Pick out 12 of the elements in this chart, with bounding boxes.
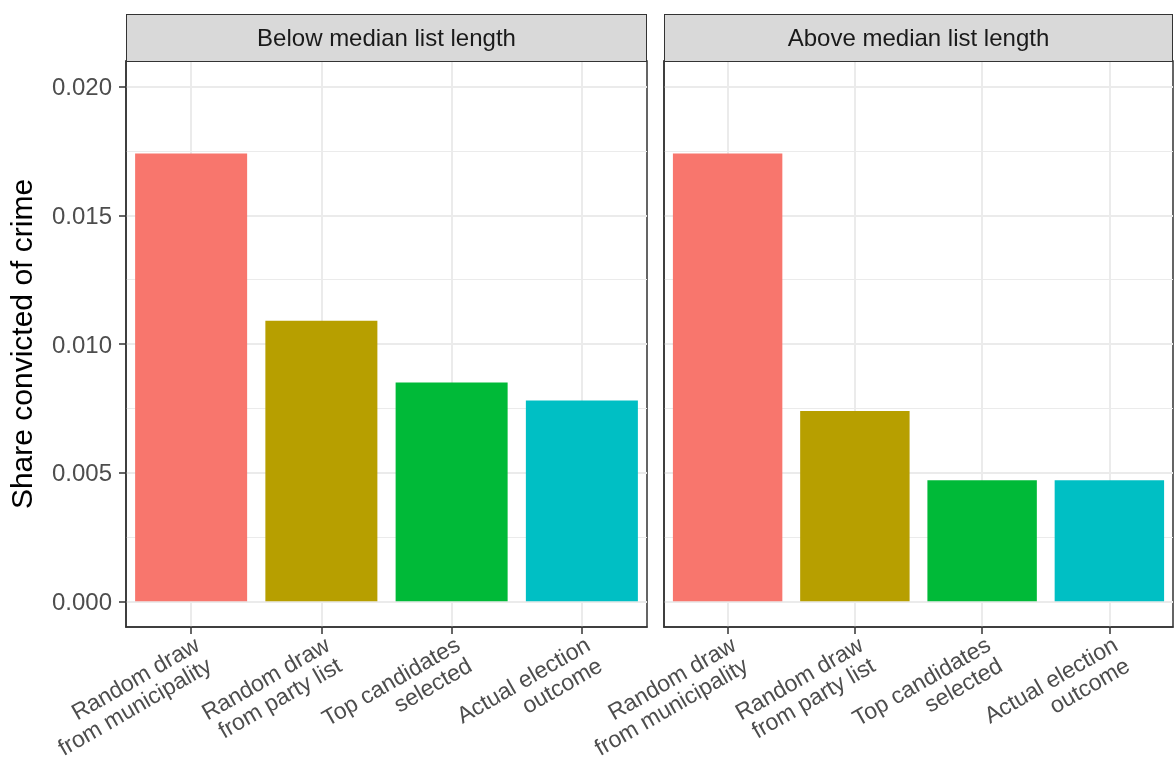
bar bbox=[135, 153, 248, 602]
y-tick-label: 0.000 bbox=[51, 587, 112, 615]
y-tick-label: 0.010 bbox=[51, 330, 112, 358]
bar bbox=[265, 320, 378, 602]
y-tick-label: 0.015 bbox=[51, 201, 112, 229]
bar bbox=[525, 400, 638, 602]
y-axis-title: Share convicted of crime bbox=[4, 178, 38, 510]
bar bbox=[395, 382, 508, 602]
y-tick-label: 0.020 bbox=[51, 73, 112, 101]
chart-title: Below median list length bbox=[126, 14, 647, 62]
y-tick-label: 0.005 bbox=[51, 459, 112, 487]
chart-title: Above median list length bbox=[664, 14, 1173, 62]
